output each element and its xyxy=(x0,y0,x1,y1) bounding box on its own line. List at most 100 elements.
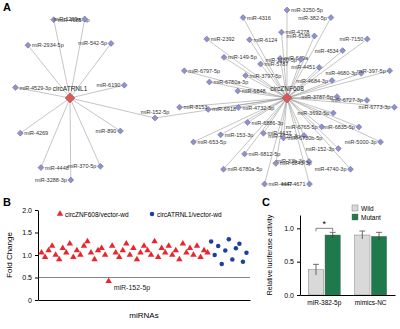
node-label: miR-2392 xyxy=(211,36,235,42)
node-label: miR-7150 xyxy=(339,36,363,42)
point xyxy=(63,249,69,255)
node-label: miR-542-5p xyxy=(78,40,107,46)
target-node xyxy=(221,166,227,172)
point xyxy=(197,254,203,260)
target-node xyxy=(262,181,268,187)
point xyxy=(88,249,94,255)
error-stem xyxy=(332,232,333,237)
point xyxy=(84,238,90,244)
point xyxy=(137,249,143,255)
error-bar xyxy=(330,232,336,237)
bar xyxy=(325,235,340,295)
y-tick: 0.5 xyxy=(22,274,38,281)
point xyxy=(187,245,193,251)
hub-label: circATRNL1 xyxy=(53,85,88,92)
node-label: miR-2934-5p xyxy=(32,42,64,48)
annotation: miR-152-5p xyxy=(114,284,151,292)
node-label: miR-4740-3p xyxy=(315,166,347,172)
y-tick-label: 0.0 xyxy=(284,292,294,299)
legend-swatch xyxy=(352,214,358,220)
y-axis-line xyxy=(38,211,39,301)
node-label: miR-4448 xyxy=(45,165,69,171)
network: AmiR-4685-5pmiR-1269amiR-542-5pmiR-6190m… xyxy=(3,1,397,187)
point xyxy=(123,240,129,246)
target-node xyxy=(243,73,249,79)
target-node xyxy=(329,78,335,84)
point xyxy=(162,249,168,255)
target-node xyxy=(12,85,18,91)
node-label: miR-1269a xyxy=(54,16,82,22)
node-label: miR-8153 xyxy=(184,104,208,110)
x-axis-line xyxy=(39,300,251,301)
point xyxy=(227,237,232,242)
y-axis-line xyxy=(300,216,301,296)
point xyxy=(151,238,157,244)
point xyxy=(52,251,58,257)
node-label: miR-6727-3p xyxy=(331,97,363,103)
error-bar xyxy=(359,231,365,239)
node-label: miR-6797-5p xyxy=(188,68,220,74)
hub-node xyxy=(65,93,75,103)
panel-c: C0.00.51.0miR-382-5pmimics-NCRelative lu… xyxy=(262,196,396,307)
point xyxy=(98,245,104,251)
target-node xyxy=(364,97,370,103)
y-tick: 1.0 xyxy=(284,225,300,232)
legend: circZNF608/vector-wdcircATRNL1/vector-wd xyxy=(57,210,222,217)
x-tick: miR-382-5p xyxy=(307,295,341,307)
point xyxy=(91,256,97,262)
node-label: miR-6843-3p xyxy=(280,160,312,166)
x-tick-label: mimics-NC xyxy=(355,299,387,306)
node-label: miR-4278 xyxy=(285,29,309,35)
point xyxy=(141,242,147,248)
error-stem xyxy=(315,264,316,275)
y-tick-mark xyxy=(35,210,38,211)
node-label: miR-3787-5p xyxy=(301,94,333,100)
node-label: miR-370-5p xyxy=(68,163,97,169)
target-node xyxy=(298,57,304,63)
node-label: miR-149-5p xyxy=(228,54,257,60)
legend-marker xyxy=(150,212,155,217)
point xyxy=(194,242,200,248)
target-node xyxy=(177,104,183,110)
point xyxy=(74,247,80,253)
point xyxy=(223,248,228,253)
y-tick: 1.5 xyxy=(22,229,38,236)
node-label: miR-6780a-5p xyxy=(228,166,263,172)
y-tick-mark xyxy=(297,228,300,229)
error-cap xyxy=(330,232,336,233)
y-tick-mark xyxy=(35,233,38,234)
node-label: miR-6886-3p xyxy=(252,120,284,126)
error-cap xyxy=(313,264,319,265)
target-node xyxy=(240,15,246,21)
point xyxy=(230,257,235,262)
point xyxy=(216,244,221,249)
point xyxy=(241,259,246,264)
edge xyxy=(20,98,70,133)
x-axis-title: miRNAs xyxy=(129,311,158,320)
significance-label: * xyxy=(323,219,327,229)
error-bar xyxy=(376,232,382,240)
node-label: miR-6848 xyxy=(242,88,266,94)
x-tick-label: miR-382-5p xyxy=(307,299,341,307)
error-cap xyxy=(359,231,365,232)
target-node xyxy=(82,16,88,22)
point xyxy=(113,249,119,255)
y-tick-mark xyxy=(297,262,300,263)
target-node xyxy=(319,124,325,130)
node-label: miR-653-5p xyxy=(197,139,226,145)
target-node xyxy=(221,54,227,60)
node-label: miR-397-5p xyxy=(357,68,386,74)
point xyxy=(134,256,140,262)
y-tick-label: 0 xyxy=(28,297,32,304)
y-tick: 0.5 xyxy=(284,258,300,265)
y-tick-mark xyxy=(297,295,300,296)
point xyxy=(70,254,76,260)
node-label: miR-1180-5p xyxy=(265,57,296,63)
node-label: miR-6812-5p xyxy=(249,151,281,157)
node-label: miR-4534 xyxy=(315,48,339,54)
target-node xyxy=(235,105,241,111)
target-node xyxy=(347,166,353,172)
node-label: miR-5000-3p xyxy=(345,139,377,145)
node-label: miR-6780a-3p xyxy=(213,79,248,85)
target-node xyxy=(356,124,362,130)
